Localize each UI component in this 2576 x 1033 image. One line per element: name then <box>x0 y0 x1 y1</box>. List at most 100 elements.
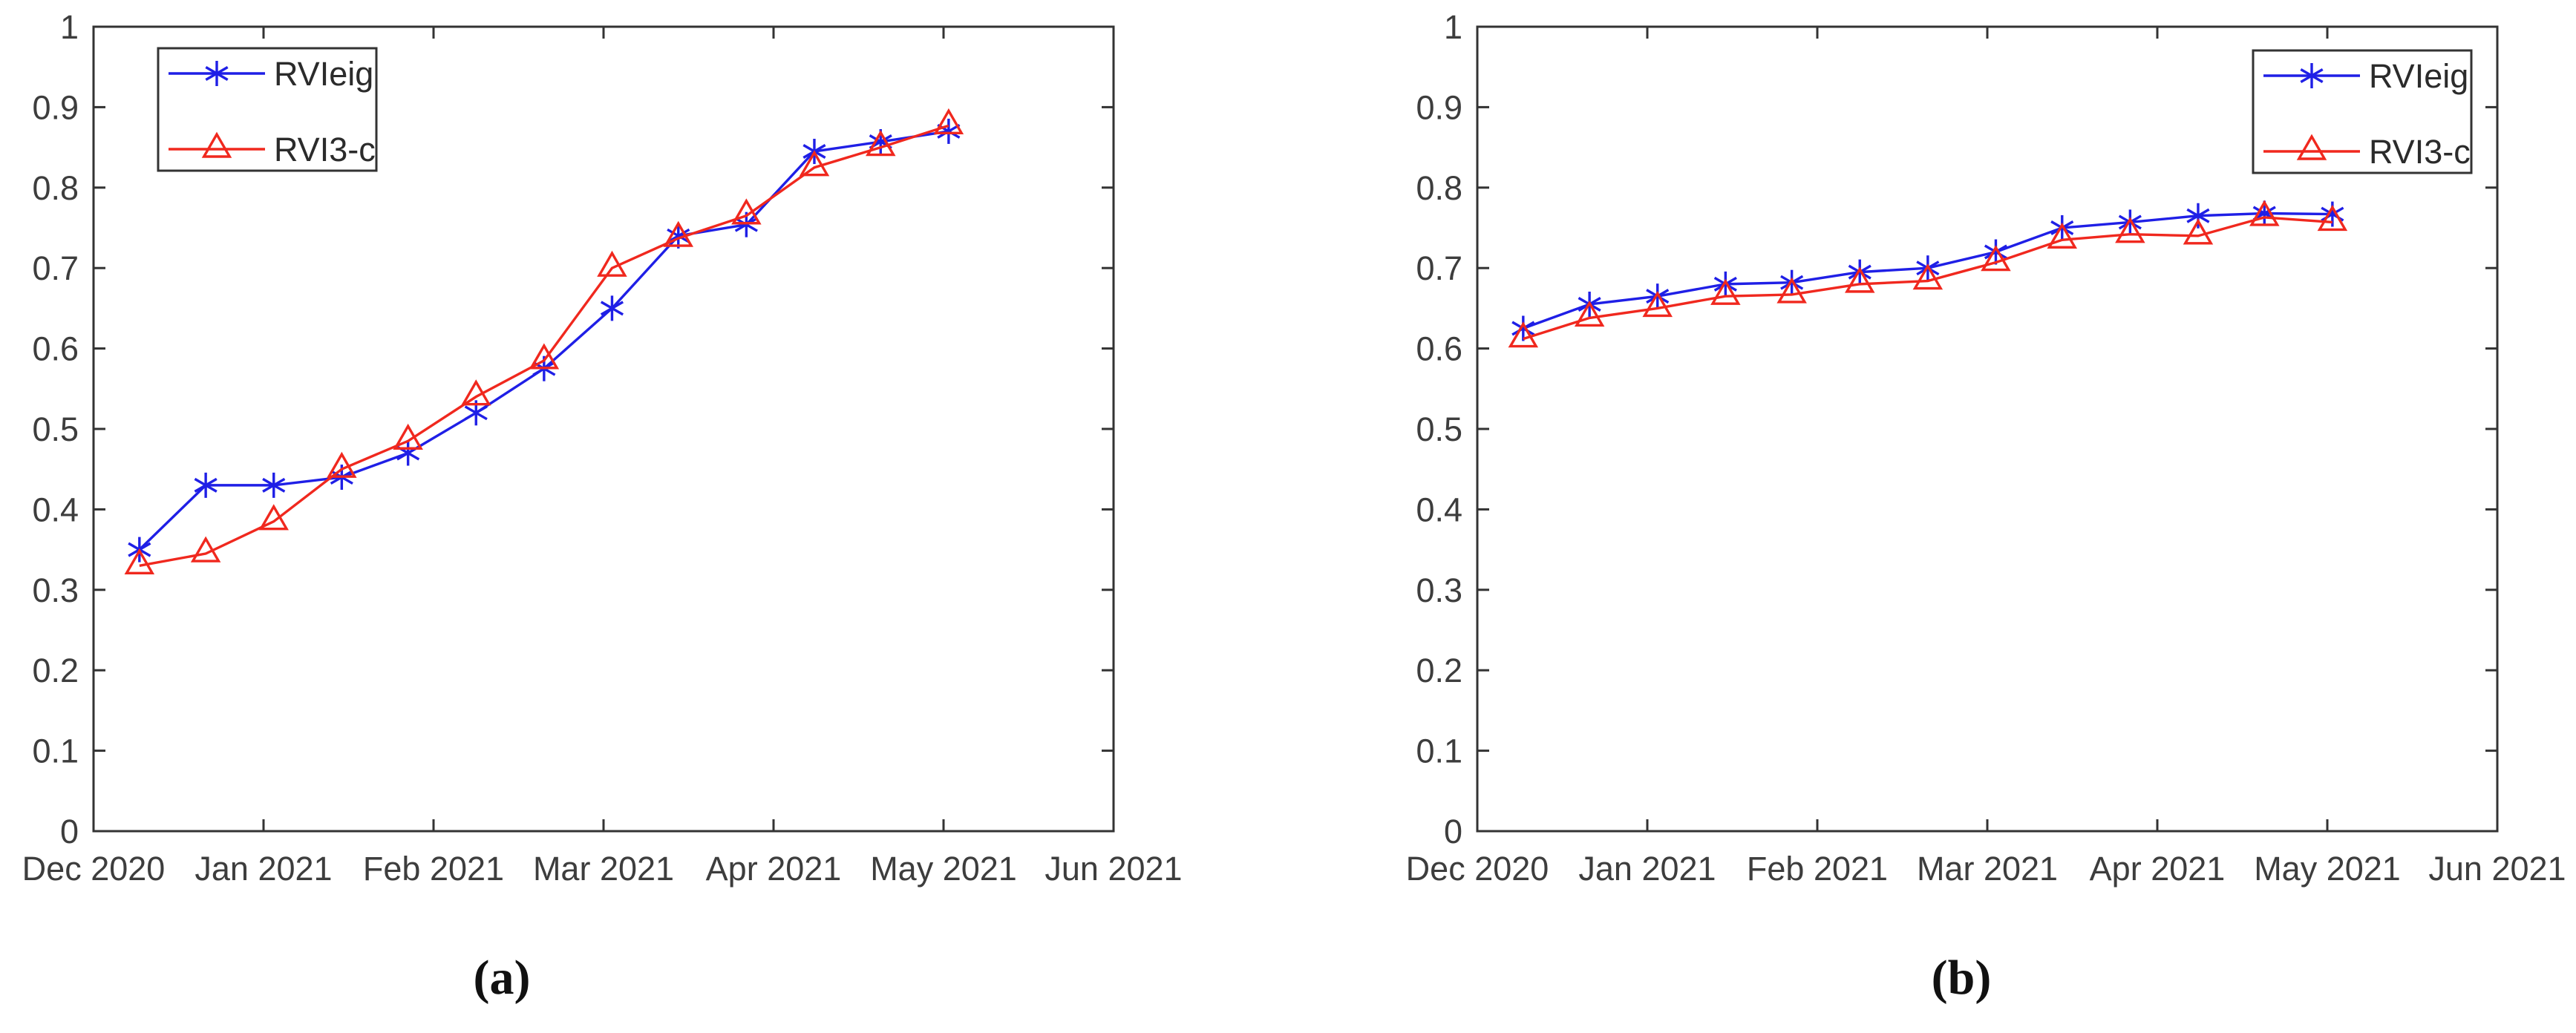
plot-b: Dec 2020 Jan 2021 Feb 2021 Mar 2021 Apr 2021… <box>1406 8 2566 888</box>
legend-RVI3-c-triangle-marker <box>2296 134 2327 160</box>
RVI3-c-triangle-marker <box>1642 290 1673 318</box>
x-tick-label: Mar 2021 <box>533 850 674 888</box>
y-tick-label: 0.2 <box>32 652 79 689</box>
RVI3-c-triangle-marker <box>2249 200 2280 226</box>
series-RVI3-c-b <box>1508 200 2348 348</box>
y-tick-label: 0.3 <box>32 571 79 609</box>
x-tick-label: Dec 2020 <box>22 850 166 888</box>
y-tick-label: 0.2 <box>1416 652 1462 689</box>
RVIeig-asterisk-marker <box>1646 283 1670 309</box>
RVI3-c-triangle-marker <box>1776 277 1807 304</box>
y-tick-label: 0.7 <box>1416 249 1462 287</box>
RVI3-c-triangle-marker <box>2317 205 2348 232</box>
RVIeig-asterisk-marker <box>667 223 690 249</box>
caption-a: (a) <box>473 951 531 1005</box>
x-tick-label: Jan 2021 <box>1578 850 1716 888</box>
y-tick-label: 0 <box>60 813 79 850</box>
legend-label: RVI3-c <box>274 131 376 168</box>
RVI3-c-triangle-marker <box>663 220 694 247</box>
RVI3-c-triangle-marker <box>2115 217 2145 243</box>
RVI3-c-triangle-marker <box>2047 222 2078 249</box>
RVI3-c-triangle-marker <box>258 504 289 531</box>
x-tick-label: Apr 2021 <box>2090 850 2226 888</box>
x-tick-label: Jun 2021 <box>2428 850 2566 888</box>
plot-a: Dec 2020 Jan 2021 Feb 2021 Mar 2021 Apr 2021… <box>22 8 1183 888</box>
x-tick-label: Dec 2020 <box>1406 850 1549 888</box>
legend-label: RVIeig <box>274 55 373 93</box>
RVI3-c-line <box>1523 216 2333 341</box>
RVIeig-asterisk-marker <box>2186 203 2210 229</box>
RVI3-c-triangle-marker <box>461 379 491 406</box>
y-tick-label: 0.5 <box>32 410 79 448</box>
RVI3-c-triangle-marker <box>799 150 830 177</box>
y-tick-label: 0.1 <box>32 732 79 770</box>
y-tick-label: 0.1 <box>1416 732 1462 770</box>
RVIeig-asterisk-marker <box>600 295 624 321</box>
RVI3-c-triangle-marker <box>731 198 762 225</box>
RVI3-c-triangle-marker <box>1981 245 2011 272</box>
RVI3-c-triangle-marker <box>1710 278 1741 305</box>
RVI3-c-triangle-marker <box>190 536 221 563</box>
x-tick-label: Jan 2021 <box>194 850 332 888</box>
y-tick-label: 0.5 <box>1416 410 1462 448</box>
chart-a: Dec 2020 Jan 2021 Feb 2021 Mar 2021 Apr 2021… <box>22 8 1183 888</box>
y-tick-label: 0.4 <box>32 491 79 528</box>
y-tick-label: 0.6 <box>32 330 79 368</box>
legend-label: RVIeig <box>2369 57 2468 95</box>
y-tick-label: 1 <box>60 8 79 46</box>
RVI3-c-triangle-marker <box>597 250 627 277</box>
RVI3-c-triangle-marker <box>1508 321 1539 348</box>
legend-b: RVIeig RVI3-c <box>2252 49 2473 174</box>
RVI3-c-triangle-marker <box>124 548 155 574</box>
series-RVI3-c-a <box>124 108 964 574</box>
RVIeig-asterisk-marker <box>1780 269 1804 295</box>
RVI3-c-triangle-marker <box>393 423 423 450</box>
x-tick-label: Apr 2021 <box>706 850 842 888</box>
x-tick-label: Mar 2021 <box>1917 850 2058 888</box>
y-tick-label: 0 <box>1444 813 1462 850</box>
RVIeig-asterisk-marker <box>1713 271 1737 297</box>
y-tick-label: 0.6 <box>1416 330 1462 368</box>
RVIeig-asterisk-marker <box>194 472 218 498</box>
RVIeig-asterisk-marker <box>2118 209 2142 235</box>
RVIeig-asterisk-marker <box>2050 215 2074 240</box>
RVIeig-asterisk-marker <box>1511 315 1535 341</box>
x-tick-label: Feb 2021 <box>1747 850 1888 888</box>
y-tick-label: 0.8 <box>1416 169 1462 207</box>
chart-b: Dec 2020 Jan 2021 Feb 2021 Mar 2021 Apr 2021… <box>1406 8 2566 888</box>
RVI3-c-triangle-marker <box>933 108 964 135</box>
legend-a: RVIeig RVI3-c <box>157 47 378 172</box>
legend-RVIeig-asterisk-marker <box>205 61 229 86</box>
legend-box <box>2252 49 2473 174</box>
legend-RVIeig-asterisk-marker <box>2300 63 2324 88</box>
series-RVIeig-b <box>1511 200 2344 341</box>
y-tick-label: 0.3 <box>1416 571 1462 609</box>
legend-RVI3-c-triangle-marker <box>201 131 232 158</box>
RVIeig-asterisk-marker <box>1984 239 2008 265</box>
RVI3-c-triangle-marker <box>2183 218 2214 245</box>
y-tick-label: 0.4 <box>1416 491 1462 528</box>
RVI3-c-triangle-marker <box>327 451 357 478</box>
legend-label: RVI3-c <box>2369 133 2471 171</box>
x-tick-label: May 2021 <box>2254 850 2401 888</box>
RVI3-c-triangle-marker <box>1845 266 1875 293</box>
caption-b: (b) <box>1931 951 1992 1005</box>
RVIeig-asterisk-marker <box>1848 259 1871 285</box>
x-tick-label: May 2021 <box>870 850 1017 888</box>
y-tick-label: 0.8 <box>32 169 79 207</box>
x-tick-label: Feb 2021 <box>363 850 504 888</box>
y-tick-label: 0.7 <box>32 249 79 287</box>
RVIeig-asterisk-marker <box>262 472 286 498</box>
x-tick-label: Jun 2021 <box>1045 850 1182 888</box>
RVI3-c-line <box>139 124 949 567</box>
y-tick-label: 0.9 <box>32 88 79 126</box>
RVI3-c-triangle-marker <box>1574 301 1605 327</box>
y-tick-label: 0.9 <box>1416 88 1462 126</box>
series-RVIeig-a <box>128 118 961 563</box>
RVI3-c-triangle-marker <box>529 343 560 370</box>
y-tick-label: 1 <box>1444 8 1462 46</box>
RVI3-c-triangle-marker <box>1912 263 1944 290</box>
RVI3-c-triangle-marker <box>866 130 896 157</box>
RVIeig-line <box>138 130 949 551</box>
